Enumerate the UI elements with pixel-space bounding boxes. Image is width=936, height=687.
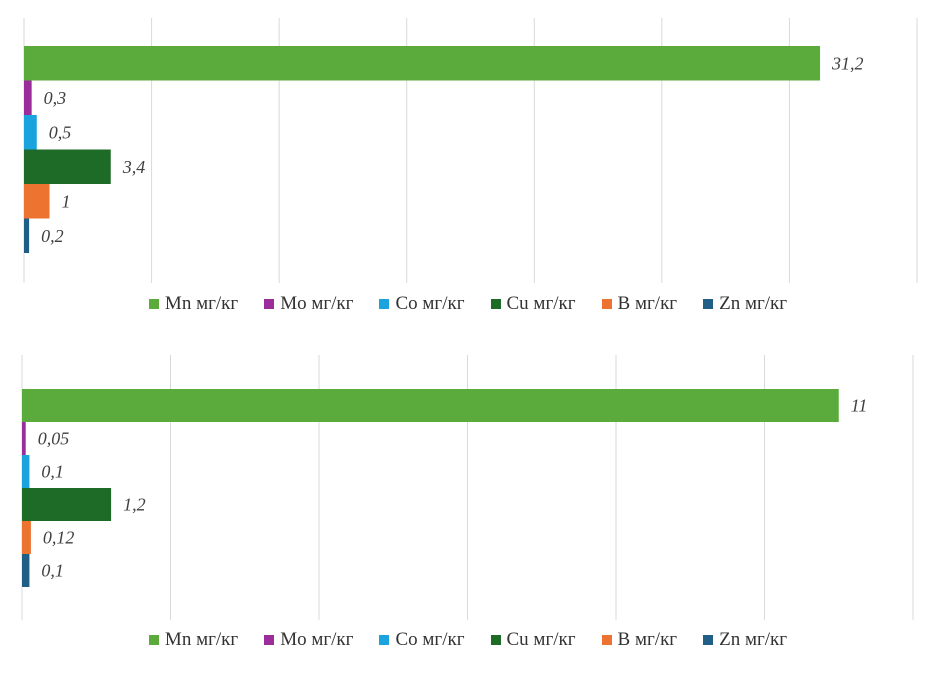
legend-label-cu: Cu мг/кг [506,629,576,650]
legend-swatch-cu [490,635,501,645]
legend-label-co: Co мг/кг [395,293,465,314]
legend-swatch-co [379,635,390,645]
chart-1-bar-zn [24,218,30,253]
legend-item-mn: Mn мг/кг [148,293,239,315]
legend-label-mn: Mn мг/кг [164,629,239,650]
legend-label-zn: Zn мг/кг [719,293,788,314]
legend-swatch-mn [148,299,159,309]
chart-2-bar-cu [22,488,112,521]
chart-1-legend: Mn мг/кг Mo мг/кг Co мг/кг Cu мг/кг B мг… [0,290,936,318]
legend-item-co: Co мг/кг [379,629,465,651]
legend-item-b: B мг/кг [601,629,678,651]
legend-label-mn: Mn мг/кг [164,293,239,314]
legend-swatch-b [601,299,612,309]
legend-swatch-mn [148,635,159,645]
chart-2-data-label-mo: 0,05 [38,429,70,449]
chart-1-data-label-mn: 31,2 [831,53,864,73]
chart-2-bar-co [22,455,30,488]
legend-item-mo: Mo мг/кг [264,293,353,315]
legend-label-b: B мг/кг [617,629,678,650]
legend-item-b: B мг/кг [601,293,678,315]
legend-swatch-b [601,635,612,645]
legend-swatch-zn [703,635,714,645]
legend-swatch-mo [264,299,275,309]
chart-2-data-label-cu: 1,2 [123,495,146,515]
chart-1-data-label-cu: 3,4 [122,157,145,177]
legend-label-b: B мг/кг [617,293,678,314]
chart-2-bar-mo [22,422,26,455]
chart-2-data-label-zn: 0,1 [41,561,64,581]
legend-swatch-mo [264,635,275,645]
legend-item-cu: Cu мг/кг [490,629,576,651]
legend-item-cu: Cu мг/кг [490,293,576,315]
legend-swatch-co [379,299,390,309]
legend-label-cu: Cu мг/кг [506,293,576,314]
legend-swatch-cu [490,299,501,309]
chart-1-bar-co [24,115,37,150]
legend-item-mn: Mn мг/кг [148,629,239,651]
legend-item-zn: Zn мг/кг [703,629,787,651]
legend-item-zn: Zn мг/кг [703,293,787,315]
chart-2-bar-b [22,521,31,554]
chart-1-data-label-mo: 0,3 [44,88,66,108]
chart-1-data-label-zn: 0,2 [41,226,64,246]
chart-1-data-label-b: 1 [62,191,71,211]
chart-2-bar-zn [22,554,30,587]
chart-1-bar-mn [24,46,821,81]
chart-2-data-label-mn: 11 [851,396,868,416]
legend-label-co: Co мг/кг [395,629,465,650]
chart-2-data-label-b: 0,12 [43,528,75,548]
legend-label-mo: Mo мг/кг [280,629,354,650]
chart-1-data-label-co: 0,5 [49,122,72,142]
chart-2-data-label-co: 0,1 [41,462,64,482]
legend-item-mo: Mo мг/кг [264,629,353,651]
chart-2-bar-mn [22,389,839,422]
legend-swatch-zn [703,299,714,309]
legend-label-mo: Mo мг/кг [280,293,354,314]
legend-item-co: Co мг/кг [379,293,465,315]
chart-1-bar-cu [24,149,111,184]
chart-1-bar-mo [24,80,32,115]
chart-2-legend: Mn мг/кг Mo мг/кг Co мг/кг Cu мг/кг B мг… [0,626,936,654]
chart-1-bar-b [24,184,50,219]
legend-label-zn: Zn мг/кг [719,629,788,650]
